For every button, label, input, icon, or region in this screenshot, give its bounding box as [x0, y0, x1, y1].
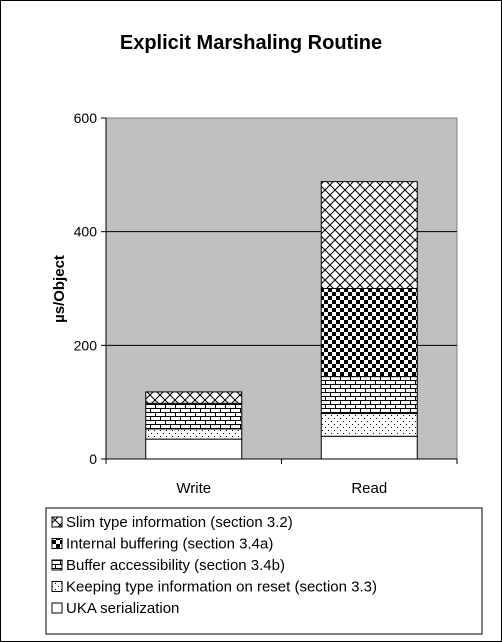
bar-segment	[320, 288, 418, 378]
legend-swatch	[51, 516, 63, 528]
legend-swatch	[51, 538, 63, 549]
legend-entry: Keeping type information on reset (secti…	[66, 579, 377, 596]
y-tick-label: 400	[74, 224, 98, 240]
legend: Slim type information (section 3.2) Inter…	[45, 507, 483, 635]
x-tick-label: Read	[351, 480, 387, 497]
y-tick-label: 600	[74, 110, 98, 126]
legend-entry: Slim type information (section 3.2)	[66, 514, 293, 531]
bar-segment	[145, 428, 243, 440]
legend-box	[45, 507, 483, 635]
x-axis-ticks: Write Read	[105, 459, 458, 497]
legend-swatch	[51, 602, 63, 614]
bar-segment	[320, 435, 418, 460]
bar-segment	[145, 438, 243, 460]
legend-swatch	[51, 559, 63, 571]
bars	[145, 181, 418, 460]
y-tick-label: 200	[74, 337, 98, 353]
bar-segment	[145, 391, 243, 404]
bar-segment	[320, 376, 418, 415]
legend-entry: Buffer accessibility (section 3.4b)	[66, 557, 285, 574]
y-tick-label: 0	[89, 451, 97, 467]
y-axis-ticks: 0 200 400 600	[74, 110, 106, 467]
legend-swatch	[51, 581, 63, 592]
y-axis-label: µs/Object	[51, 255, 68, 323]
bar-segment	[145, 402, 243, 430]
x-tick-label: Write	[176, 480, 211, 497]
bar-segment	[320, 181, 418, 289]
chart-title: Explicit Marshaling Routine	[120, 32, 382, 54]
bar-segment	[320, 413, 418, 437]
legend-entry: UKA serialization	[66, 600, 179, 617]
legend-entry: Internal buffering (section 3.4a)	[66, 536, 273, 553]
